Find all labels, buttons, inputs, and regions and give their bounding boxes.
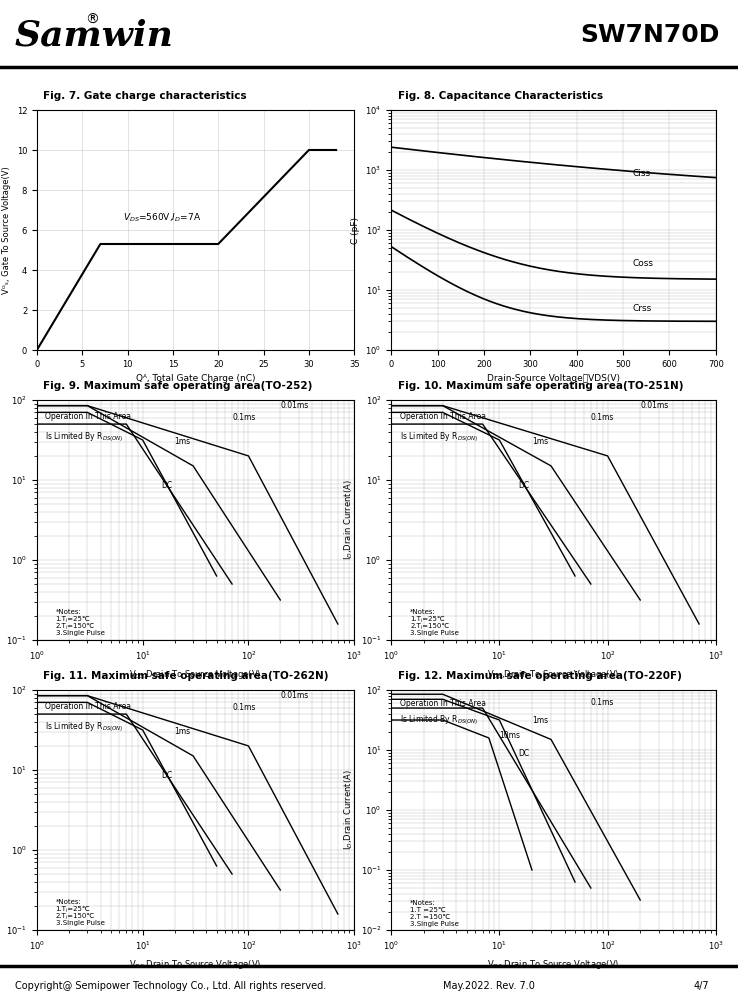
Text: Fig. 9. Maximum safe operating area(TO-252): Fig. 9. Maximum safe operating area(TO-2… bbox=[44, 381, 313, 391]
Text: *Notes:
1.T =25℃
2.T =150℃
3.Single Pulse: *Notes: 1.T =25℃ 2.T =150℃ 3.Single Puls… bbox=[410, 900, 459, 927]
Text: DC: DC bbox=[162, 481, 173, 490]
Text: Operation In This Area: Operation In This Area bbox=[400, 699, 486, 708]
Y-axis label: I$_D$,Drain Current(A): I$_D$,Drain Current(A) bbox=[342, 770, 355, 850]
Text: 0.01ms: 0.01ms bbox=[280, 401, 308, 410]
Y-axis label: I$_D$,Drain Current(A): I$_D$,Drain Current(A) bbox=[342, 480, 355, 560]
Text: Is Limited By R$_{DS(ON)}$: Is Limited By R$_{DS(ON)}$ bbox=[400, 430, 478, 444]
Text: Is Limited By R$_{DS(ON)}$: Is Limited By R$_{DS(ON)}$ bbox=[45, 430, 124, 444]
X-axis label: V$_{DS}$,Drain To Source Voltage(V): V$_{DS}$,Drain To Source Voltage(V) bbox=[129, 668, 262, 681]
Text: 0.01ms: 0.01ms bbox=[280, 691, 308, 700]
Y-axis label: I$_D$,Drain Current(A): I$_D$,Drain Current(A) bbox=[0, 480, 1, 560]
Text: Is Limited By R$_{DS(ON)}$: Is Limited By R$_{DS(ON)}$ bbox=[45, 720, 124, 734]
X-axis label: Qᴬ, Total Gate Charge (nC): Qᴬ, Total Gate Charge (nC) bbox=[136, 374, 255, 383]
Text: Ciss: Ciss bbox=[632, 169, 650, 178]
Text: Is Limited By R$_{DS(ON)}$: Is Limited By R$_{DS(ON)}$ bbox=[400, 713, 478, 727]
Text: Operation In This Area: Operation In This Area bbox=[45, 702, 131, 711]
Text: 1ms: 1ms bbox=[174, 437, 190, 446]
Text: 10ms: 10ms bbox=[500, 731, 520, 740]
Text: 0.01ms: 0.01ms bbox=[640, 401, 669, 410]
Text: $V_{DS}$=560V,$I_D$=7A: $V_{DS}$=560V,$I_D$=7A bbox=[123, 211, 201, 224]
Text: 1ms: 1ms bbox=[532, 716, 548, 725]
X-axis label: V$_{DS}$,Drain To Source Voltage(V): V$_{DS}$,Drain To Source Voltage(V) bbox=[487, 668, 620, 681]
Text: DC: DC bbox=[162, 771, 173, 780]
Y-axis label: Vᴳₛ, Gate To Source Voltage(V): Vᴳₛ, Gate To Source Voltage(V) bbox=[2, 166, 11, 294]
X-axis label: V$_{DS}$,Drain To Source Voltage(V): V$_{DS}$,Drain To Source Voltage(V) bbox=[129, 958, 262, 971]
Text: Fig. 10. Maximum safe operating area(TO-251N): Fig. 10. Maximum safe operating area(TO-… bbox=[398, 381, 683, 391]
Text: 1ms: 1ms bbox=[174, 727, 190, 736]
Text: Coss: Coss bbox=[632, 259, 653, 268]
Text: 4/7: 4/7 bbox=[694, 981, 709, 991]
Y-axis label: I$_D$,Drain Current(A): I$_D$,Drain Current(A) bbox=[0, 770, 1, 850]
Text: Operation In This Area: Operation In This Area bbox=[45, 412, 131, 421]
Text: *Notes:
1.Tⱼ=25℃
2.Tⱼ=150℃
3.Single Pulse: *Notes: 1.Tⱼ=25℃ 2.Tⱼ=150℃ 3.Single Puls… bbox=[55, 609, 104, 636]
X-axis label: Drain-Source Voltage，VDS(V): Drain-Source Voltage，VDS(V) bbox=[487, 374, 620, 383]
Text: *Notes:
1.Tⱼ=25℃
2.Tⱼ=150℃
3.Single Pulse: *Notes: 1.Tⱼ=25℃ 2.Tⱼ=150℃ 3.Single Puls… bbox=[410, 609, 459, 636]
Text: DC: DC bbox=[518, 749, 530, 758]
Text: 1ms: 1ms bbox=[532, 437, 548, 446]
X-axis label: V$_{DS}$,Drain To Source Voltage(V): V$_{DS}$,Drain To Source Voltage(V) bbox=[487, 958, 620, 971]
Text: Operation In This Area: Operation In This Area bbox=[400, 412, 486, 421]
Text: 0.1ms: 0.1ms bbox=[232, 413, 255, 422]
Text: *Notes:
1.Tⱼ=25℃
2.Tⱼ=150℃
3.Single Pulse: *Notes: 1.Tⱼ=25℃ 2.Tⱼ=150℃ 3.Single Puls… bbox=[55, 899, 104, 926]
Text: DC: DC bbox=[518, 481, 530, 490]
Text: Samwin: Samwin bbox=[15, 18, 173, 52]
Text: Crss: Crss bbox=[632, 304, 652, 313]
Text: Fig. 8. Capacitance Characteristics: Fig. 8. Capacitance Characteristics bbox=[398, 91, 603, 101]
Text: Fig. 12. Maximum safe operating area(TO-220F): Fig. 12. Maximum safe operating area(TO-… bbox=[398, 671, 681, 681]
Text: Copyright@ Semipower Technology Co., Ltd. All rights reserved.: Copyright@ Semipower Technology Co., Ltd… bbox=[15, 981, 326, 991]
Text: 0.1ms: 0.1ms bbox=[232, 703, 255, 712]
Text: Fig. 7. Gate charge characteristics: Fig. 7. Gate charge characteristics bbox=[44, 91, 247, 101]
Text: Fig. 11. Maximum safe operating area(TO-262N): Fig. 11. Maximum safe operating area(TO-… bbox=[44, 671, 328, 681]
Text: SW7N70D: SW7N70D bbox=[580, 23, 719, 47]
Y-axis label: C (pF): C (pF) bbox=[351, 217, 359, 243]
Text: 0.1ms: 0.1ms bbox=[591, 413, 614, 422]
Text: ®: ® bbox=[85, 13, 99, 27]
Text: 0.1ms: 0.1ms bbox=[591, 698, 614, 707]
Text: May.2022. Rev. 7.0: May.2022. Rev. 7.0 bbox=[443, 981, 534, 991]
